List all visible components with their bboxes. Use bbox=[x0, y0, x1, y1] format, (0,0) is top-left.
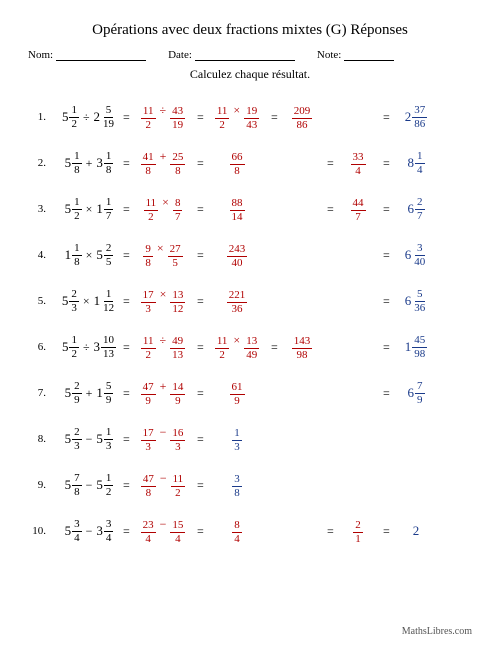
step-cell: =14398 bbox=[274, 331, 330, 363]
step-cell: =112×87 bbox=[126, 193, 200, 225]
step-cell bbox=[386, 423, 446, 455]
step-cell: =112÷4319 bbox=[126, 101, 200, 133]
date-label: Date: bbox=[168, 49, 192, 61]
problem-row: 3.512×117=112×87=8814 =447=627 bbox=[28, 186, 472, 232]
problem-row: 10.534−334=234−154=84 =21=2 bbox=[28, 508, 472, 554]
problem-number: 8. bbox=[28, 433, 52, 445]
step-cell: =8814 bbox=[200, 193, 274, 225]
problem-row: 8.523−513=173−163=13 bbox=[28, 416, 472, 462]
problem-number: 4. bbox=[28, 249, 52, 261]
step-cell bbox=[330, 285, 386, 317]
step-cell: =84 bbox=[200, 515, 274, 547]
step-cell: =20986 bbox=[274, 101, 330, 133]
step-cell bbox=[274, 147, 330, 179]
step-cell: 512÷2519 bbox=[52, 101, 126, 133]
problem-number: 10. bbox=[28, 525, 52, 537]
step-cell bbox=[330, 239, 386, 271]
step-cell: =2 bbox=[386, 515, 446, 547]
step-cell: =627 bbox=[386, 193, 446, 225]
problem-row: 2.518+318=418+258=668 =334=814 bbox=[28, 140, 472, 186]
step-cell bbox=[330, 331, 386, 363]
step-cell: =24340 bbox=[200, 239, 274, 271]
step-cell bbox=[330, 101, 386, 133]
step-cell: =112÷4913 bbox=[126, 331, 200, 363]
step-cell bbox=[274, 515, 330, 547]
problem-number: 9. bbox=[28, 479, 52, 491]
step-cell: =479+149 bbox=[126, 377, 200, 409]
problem-row: 4.118×525=98×275=24340 =6340 bbox=[28, 232, 472, 278]
step-cell: =14598 bbox=[386, 331, 446, 363]
step-cell: =112×1943 bbox=[200, 101, 274, 133]
name-line bbox=[56, 49, 146, 61]
step-cell: =98×275 bbox=[126, 239, 200, 271]
step-cell: =173×1312 bbox=[126, 285, 200, 317]
step-cell: 578−512 bbox=[52, 469, 126, 501]
name-label: Nom: bbox=[28, 49, 53, 61]
problem-number: 6. bbox=[28, 341, 52, 353]
step-cell: =13 bbox=[200, 423, 274, 455]
step-cell bbox=[330, 423, 386, 455]
step-cell bbox=[330, 469, 386, 501]
step-cell: =679 bbox=[386, 377, 446, 409]
note-line bbox=[344, 49, 394, 61]
step-cell: =21 bbox=[330, 515, 386, 547]
step-cell: 518+318 bbox=[52, 147, 126, 179]
step-cell: =668 bbox=[200, 147, 274, 179]
problem-number: 7. bbox=[28, 387, 52, 399]
step-cell: 523×1112 bbox=[52, 285, 126, 317]
step-cell: =447 bbox=[330, 193, 386, 225]
step-cell: =619 bbox=[200, 377, 274, 409]
page-title: Opérations avec deux fractions mixtes (G… bbox=[28, 22, 472, 39]
step-cell: =22136 bbox=[200, 285, 274, 317]
problem-row: 5.523×1112=173×1312=22136 =6536 bbox=[28, 278, 472, 324]
step-cell: =38 bbox=[200, 469, 274, 501]
step-cell: 523−513 bbox=[52, 423, 126, 455]
problem-row: 9.578−512=478−112=38 bbox=[28, 462, 472, 508]
step-cell bbox=[274, 469, 330, 501]
step-cell: =6536 bbox=[386, 285, 446, 317]
step-cell: 512×117 bbox=[52, 193, 126, 225]
step-cell: =334 bbox=[330, 147, 386, 179]
header-fields: Nom: Date: Note: bbox=[28, 49, 472, 61]
step-cell: =418+258 bbox=[126, 147, 200, 179]
problem-row: 1.512÷2519=112÷4319=112×1943=20986 =23786 bbox=[28, 94, 472, 140]
step-cell: =23786 bbox=[386, 101, 446, 133]
step-cell bbox=[274, 285, 330, 317]
step-cell: =478−112 bbox=[126, 469, 200, 501]
step-cell: 529+159 bbox=[52, 377, 126, 409]
subtitle: Calculez chaque résultat. bbox=[28, 67, 472, 82]
footer: MathsLibres.com bbox=[402, 626, 472, 637]
step-cell: =234−154 bbox=[126, 515, 200, 547]
step-cell bbox=[274, 193, 330, 225]
date-line bbox=[195, 49, 295, 61]
step-cell bbox=[330, 377, 386, 409]
step-cell: 118×525 bbox=[52, 239, 126, 271]
step-cell: =814 bbox=[386, 147, 446, 179]
problem-number: 5. bbox=[28, 295, 52, 307]
problem-list: 1.512÷2519=112÷4319=112×1943=20986 =23786… bbox=[28, 94, 472, 554]
step-cell: =6340 bbox=[386, 239, 446, 271]
problem-row: 6.512÷31013=112÷4913=112×1349=14398 =1459… bbox=[28, 324, 472, 370]
step-cell bbox=[274, 239, 330, 271]
step-cell: 534−334 bbox=[52, 515, 126, 547]
problem-row: 7.529+159=479+149=619 =679 bbox=[28, 370, 472, 416]
problem-number: 2. bbox=[28, 157, 52, 169]
step-cell bbox=[274, 377, 330, 409]
step-cell: =112×1349 bbox=[200, 331, 274, 363]
note-label: Note: bbox=[317, 49, 341, 61]
step-cell bbox=[274, 423, 330, 455]
problem-number: 3. bbox=[28, 203, 52, 215]
step-cell: 512÷31013 bbox=[52, 331, 126, 363]
problem-number: 1. bbox=[28, 111, 52, 123]
step-cell: =173−163 bbox=[126, 423, 200, 455]
step-cell bbox=[386, 469, 446, 501]
